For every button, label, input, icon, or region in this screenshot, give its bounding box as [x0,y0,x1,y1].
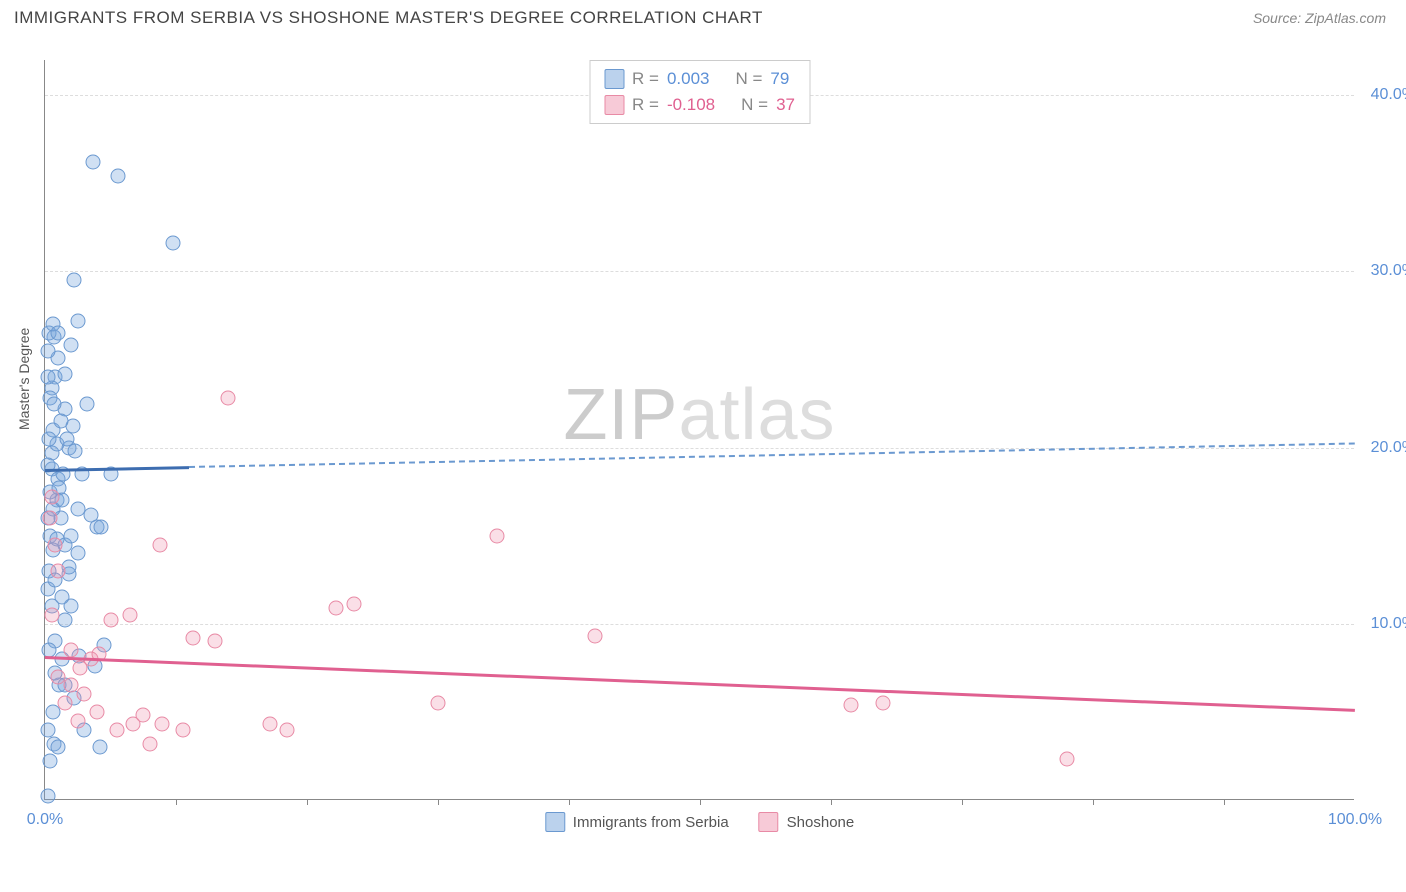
scatter-point [221,391,236,406]
scatter-point [208,634,223,649]
scatter-point [70,713,85,728]
swatch-blue-icon [545,812,565,832]
scatter-chart: ZIPatlas R = 0.003 N = 79 R = -0.108 N =… [44,60,1354,800]
scatter-point [90,704,105,719]
legend-item-serbia: Immigrants from Serbia [545,812,729,832]
scatter-point [48,537,63,552]
scatter-point [64,643,79,658]
scatter-point [40,722,55,737]
scatter-point [489,528,504,543]
y-tick-label: 40.0% [1371,86,1406,104]
x-tick [1224,799,1225,805]
scatter-point [70,502,85,517]
scatter-point [40,370,55,385]
n-value-serbia: 79 [770,66,789,92]
legend-row-shoshone: R = -0.108 N = 37 [604,92,795,118]
scatter-point [103,613,118,628]
x-tick [700,799,701,805]
swatch-pink-icon [604,95,624,115]
scatter-point [86,155,101,170]
scatter-point [77,687,92,702]
scatter-point [154,717,169,732]
y-axis-title: Master's Degree [16,328,32,430]
legend-row-serbia: R = 0.003 N = 79 [604,66,795,92]
scatter-point [66,273,81,288]
scatter-point [73,660,88,675]
scatter-point [876,696,891,711]
scatter-point [136,708,151,723]
scatter-point [64,678,79,693]
scatter-point [70,313,85,328]
scatter-point [111,169,126,184]
scatter-point [57,613,72,628]
gridline-h [45,271,1354,272]
scatter-point [280,722,295,737]
x-tick [307,799,308,805]
scatter-point [68,444,83,459]
scatter-point [153,537,168,552]
scatter-point [70,546,85,561]
scatter-point [166,236,181,251]
scatter-point [186,630,201,645]
r-value-serbia: 0.003 [667,66,710,92]
scatter-point [110,722,125,737]
chart-title: IMMIGRANTS FROM SERBIA VS SHOSHONE MASTE… [14,8,763,28]
legend-item-shoshone: Shoshone [759,812,855,832]
x-tick [1093,799,1094,805]
header-bar: IMMIGRANTS FROM SERBIA VS SHOSHONE MASTE… [0,0,1406,32]
swatch-pink-icon [759,812,779,832]
gridline-h [45,624,1354,625]
scatter-point [1059,752,1074,767]
scatter-point [347,597,362,612]
source-attribution: Source: ZipAtlas.com [1253,10,1386,26]
scatter-point [123,608,138,623]
x-tick [438,799,439,805]
scatter-point [43,511,58,526]
scatter-point [44,489,59,504]
correlation-legend: R = 0.003 N = 79 R = -0.108 N = 37 [589,60,810,124]
scatter-point [51,740,66,755]
trend-line [189,442,1355,468]
scatter-point [843,697,858,712]
scatter-point [55,590,70,605]
scatter-point [142,736,157,751]
scatter-point [51,326,66,341]
scatter-point [175,722,190,737]
x-tick-label: 0.0% [27,811,63,829]
scatter-point [64,528,79,543]
scatter-point [40,789,55,804]
scatter-point [44,608,59,623]
x-tick-label: 100.0% [1328,811,1382,829]
scatter-point [93,740,108,755]
x-tick [176,799,177,805]
swatch-blue-icon [604,69,624,89]
trend-line [45,656,1355,712]
scatter-point [43,754,58,769]
x-tick [962,799,963,805]
scatter-point [53,414,68,429]
scatter-point [57,696,72,711]
scatter-point [431,696,446,711]
scatter-point [41,431,56,446]
watermark: ZIPatlas [563,374,835,456]
scatter-point [588,629,603,644]
x-tick [831,799,832,805]
scatter-point [263,717,278,732]
scatter-point [57,366,72,381]
scatter-point [40,343,55,358]
y-tick-label: 30.0% [1371,262,1406,280]
n-value-shoshone: 37 [776,92,795,118]
scatter-point [47,396,62,411]
scatter-point [51,669,66,684]
x-tick [569,799,570,805]
scatter-point [64,338,79,353]
r-value-shoshone: -0.108 [667,92,715,118]
scatter-point [328,600,343,615]
y-tick-label: 10.0% [1371,615,1406,633]
y-tick-label: 20.0% [1371,439,1406,457]
scatter-point [94,519,109,534]
series-legend: Immigrants from Serbia Shoshone [545,812,854,832]
scatter-point [51,563,66,578]
scatter-point [79,396,94,411]
